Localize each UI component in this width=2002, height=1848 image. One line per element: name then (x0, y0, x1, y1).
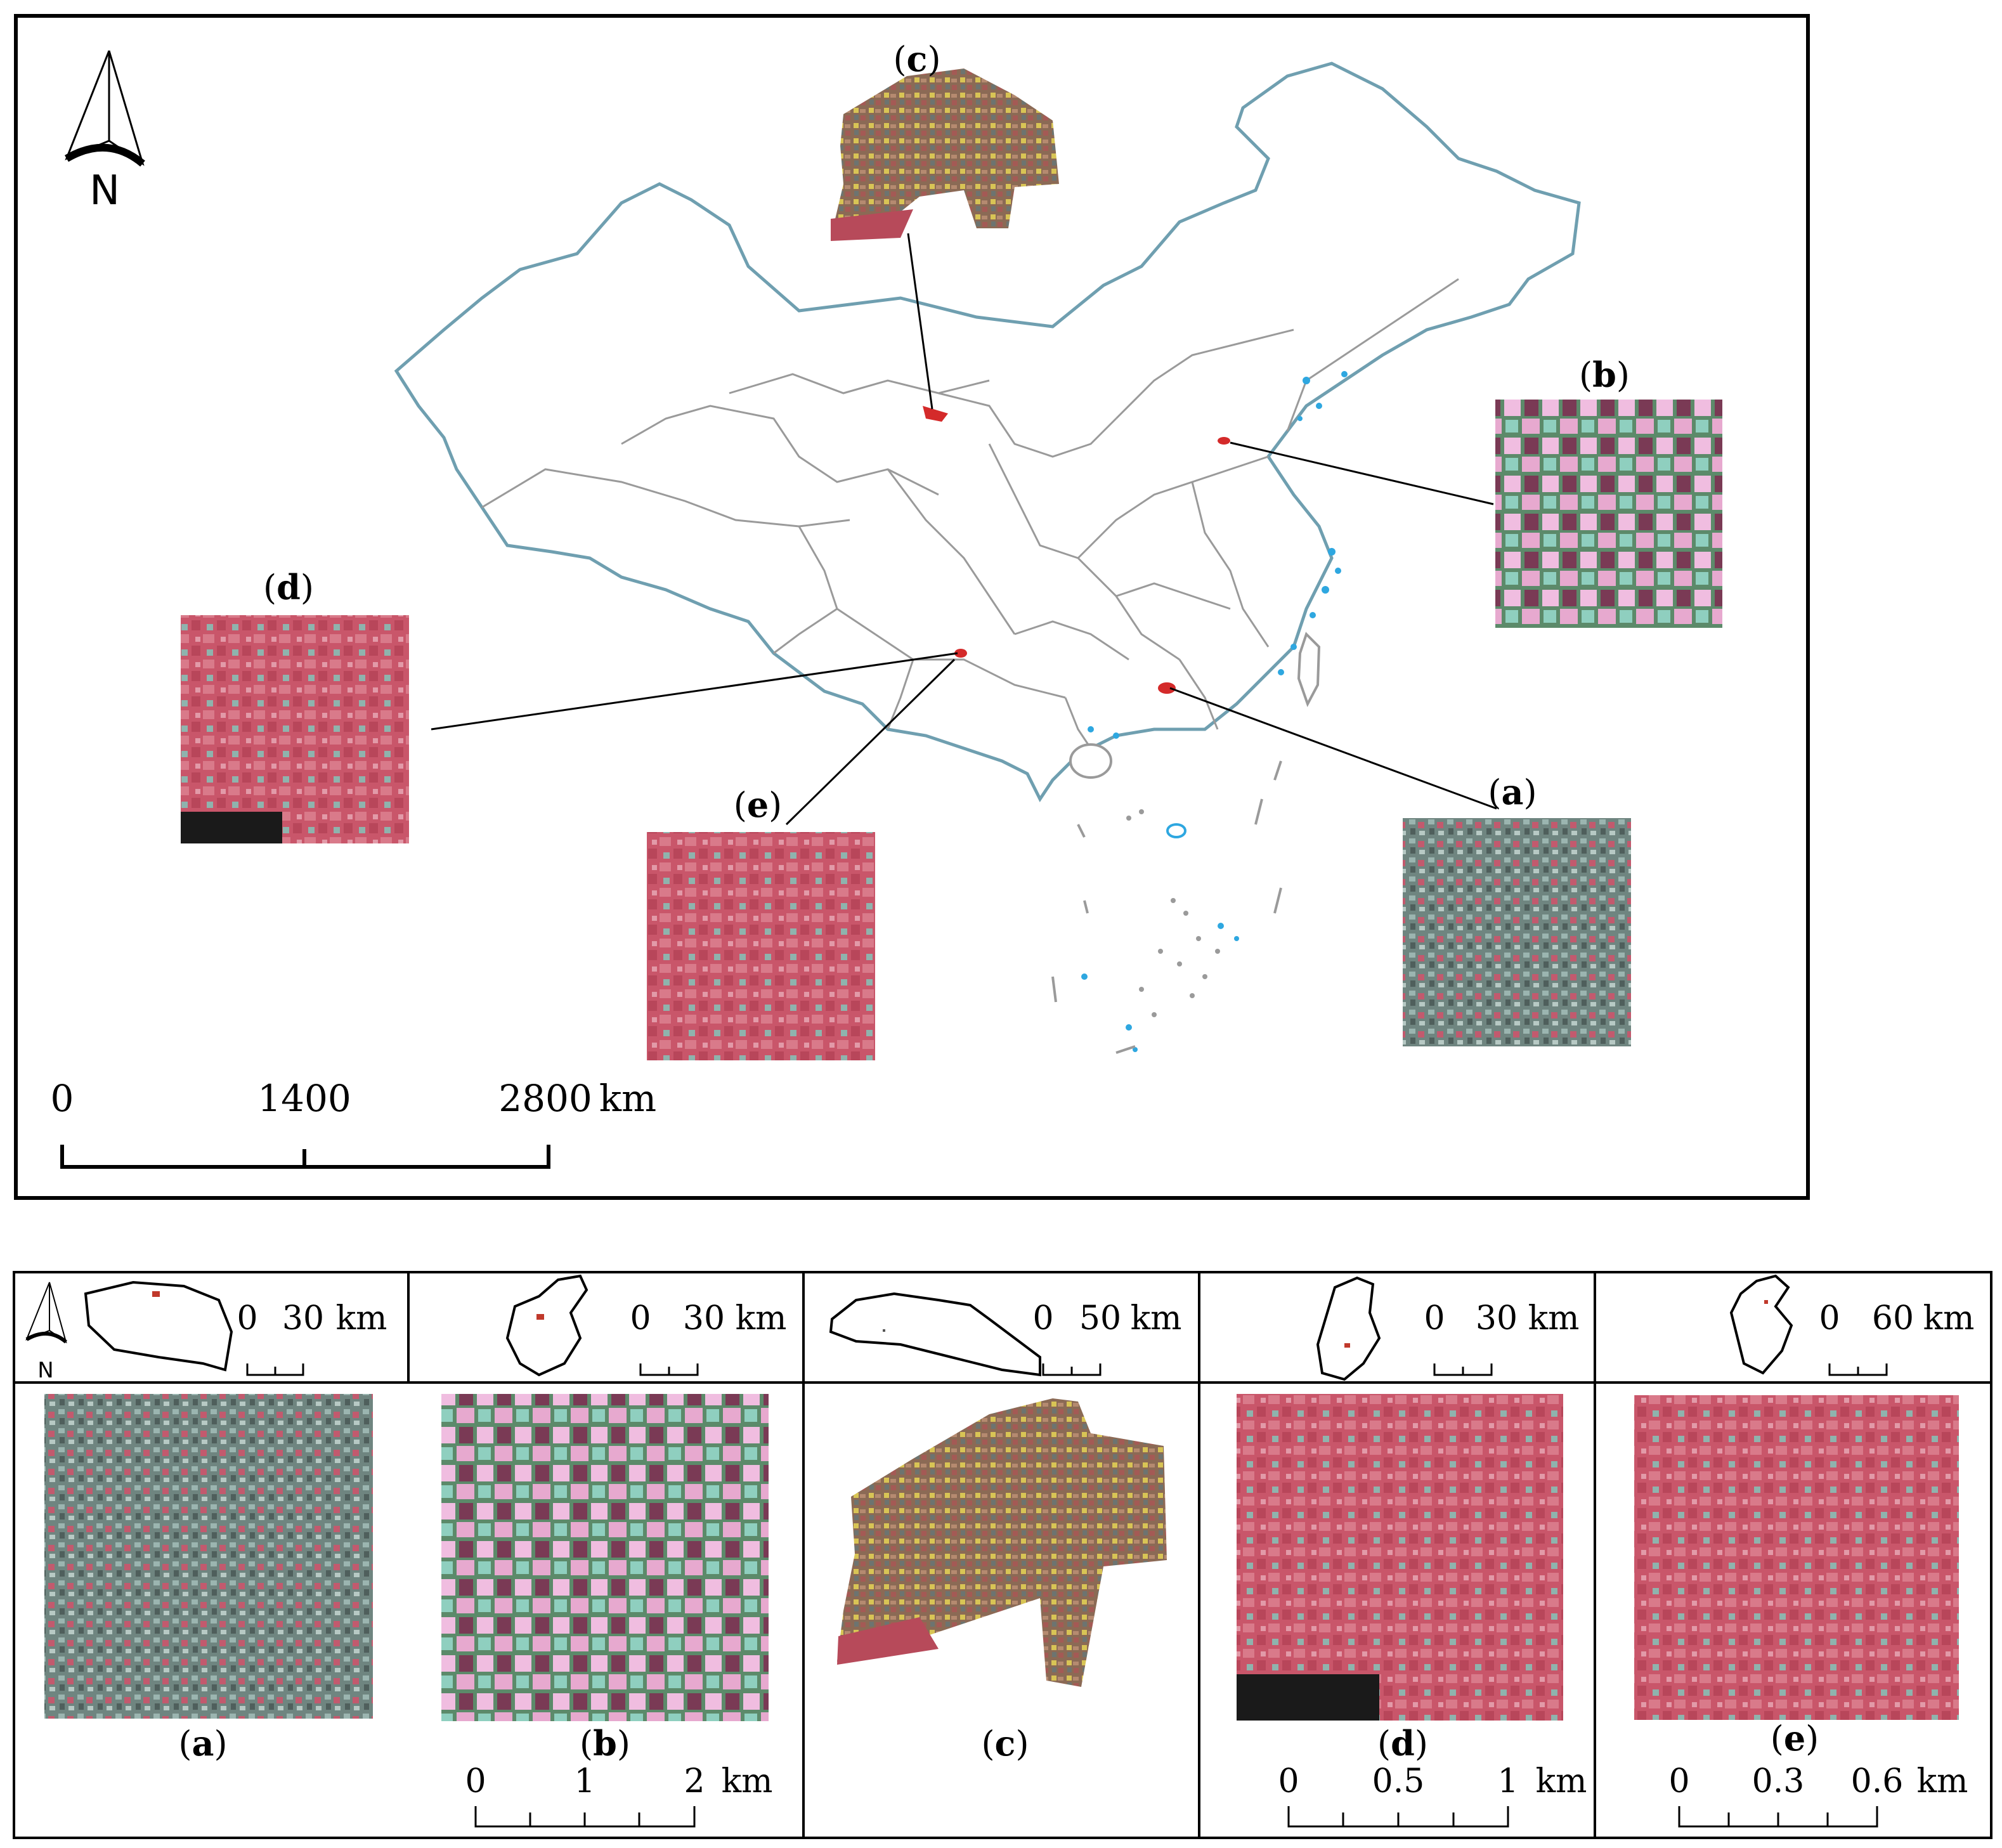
scale-tick-2: 2800 (498, 1077, 592, 1120)
svg-text:km: km (736, 1299, 787, 1337)
svg-text:km: km (1536, 1762, 1587, 1800)
svg-text:0.3: 0.3 (1752, 1762, 1805, 1800)
svg-text:0.6: 0.6 (1851, 1762, 1904, 1800)
panel-north-label: N (37, 1358, 53, 1383)
thumbnail-d-sea (181, 812, 282, 843)
image-scale-e: 0 0.3 0.6 km (1668, 1762, 1968, 1828)
panel-north-arrow-icon: N (25, 1282, 67, 1383)
locator-scale-a: 0 30 km (237, 1299, 387, 1376)
callout-b: (b) (1579, 355, 1630, 395)
thumbnail-e (647, 832, 875, 1060)
callout-d: (d) (263, 567, 314, 608)
svg-text:1: 1 (574, 1762, 595, 1800)
svg-text:km: km (1131, 1299, 1182, 1337)
svg-text:0: 0 (1278, 1762, 1299, 1800)
locator-outline-e (1729, 1274, 1793, 1375)
locator-scale-e: 0 60 km (1819, 1299, 1975, 1376)
country-outline (394, 62, 1581, 802)
svg-text:0: 0 (1424, 1299, 1445, 1337)
detail-panels: N 0 30 km 0 30 km 0 50 km 0 30 km 0 60 k… (13, 1271, 1992, 1839)
overview-scale-bar: 0 1400 2800 km (51, 1077, 656, 1169)
panel-label-a: (a) (178, 1723, 227, 1764)
locator-outline-d (1316, 1276, 1381, 1381)
image-b (441, 1394, 769, 1721)
image-scale-b: 0 1 2 km (465, 1762, 773, 1828)
svg-text:km: km (336, 1299, 387, 1337)
overview-map-frame (14, 14, 1810, 1200)
callout-a: (a) (1488, 772, 1537, 812)
scale-tick-1: 1400 (257, 1077, 351, 1120)
locator-marker-a (152, 1291, 160, 1297)
leader-lines (431, 233, 1497, 826)
callout-c: (c) (893, 39, 940, 79)
image-e (1634, 1395, 1959, 1720)
island-taiwan (1297, 632, 1321, 707)
scale-tick-0: 0 (51, 1077, 74, 1120)
thumbnail-c (831, 68, 1059, 241)
locator-scale-b: 0 30 km (630, 1299, 787, 1376)
svg-text:km: km (1528, 1299, 1580, 1337)
locator-scale-c: 0 50 km (1032, 1299, 1182, 1376)
panel-label-b: (b) (580, 1723, 630, 1764)
south-sea-islands (1051, 760, 1282, 1054)
svg-text:0.5: 0.5 (1372, 1762, 1425, 1800)
panel-grid (13, 1271, 1992, 1839)
svg-text:60: 60 (1872, 1299, 1914, 1337)
island-hainan (1069, 743, 1112, 779)
svg-text:2: 2 (684, 1762, 705, 1800)
image-scale-d: 0 0.5 1 km (1278, 1762, 1587, 1828)
svg-text:0: 0 (237, 1299, 257, 1337)
svg-text:0: 0 (1668, 1762, 1689, 1800)
locator-marker-b (536, 1314, 544, 1320)
image-d-sea (1237, 1674, 1379, 1721)
panel-label-c: (c) (981, 1723, 1029, 1764)
locator-outline-c (829, 1292, 1041, 1377)
thumbnail-a (1403, 818, 1631, 1046)
svg-text:30: 30 (1476, 1299, 1518, 1337)
panel-label-e: (e) (1771, 1718, 1819, 1759)
locator-marker-c (883, 1329, 885, 1332)
north-label: N (89, 167, 120, 214)
thumbnail-b (1495, 400, 1722, 628)
callout-e: (e) (734, 784, 783, 825)
svg-text:30: 30 (282, 1299, 324, 1337)
svg-text:km: km (1917, 1762, 1968, 1800)
svg-text:0: 0 (630, 1299, 651, 1337)
svg-text:30: 30 (683, 1299, 725, 1337)
svg-text:1: 1 (1497, 1762, 1518, 1800)
panel-label-d: (d) (1377, 1723, 1428, 1764)
locator-outline-b (505, 1274, 588, 1377)
svg-text:0: 0 (465, 1762, 486, 1800)
north-arrow-icon (64, 50, 145, 167)
province-boundaries (481, 278, 1459, 749)
thumbnail-d (181, 615, 409, 843)
svg-text:0: 0 (1032, 1299, 1053, 1337)
locator-scale-d: 0 30 km (1424, 1299, 1580, 1376)
image-a (44, 1394, 373, 1719)
coastal-islands (1081, 371, 1348, 1052)
svg-text:km: km (1923, 1299, 1975, 1337)
study-area-markers (923, 406, 1230, 694)
locator-outline-a (84, 1280, 233, 1372)
image-d (1237, 1394, 1563, 1721)
image-c (837, 1398, 1167, 1687)
svg-text:50: 50 (1079, 1299, 1121, 1337)
overview-map: (c) (b) (d) (e) (a) N 0 1400 2800 km (51, 39, 1722, 1169)
locator-marker-d (1344, 1343, 1350, 1348)
scale-unit: km (599, 1077, 656, 1120)
locator-marker-e (1764, 1300, 1768, 1304)
svg-text:km: km (722, 1762, 773, 1800)
svg-text:0: 0 (1819, 1299, 1840, 1337)
